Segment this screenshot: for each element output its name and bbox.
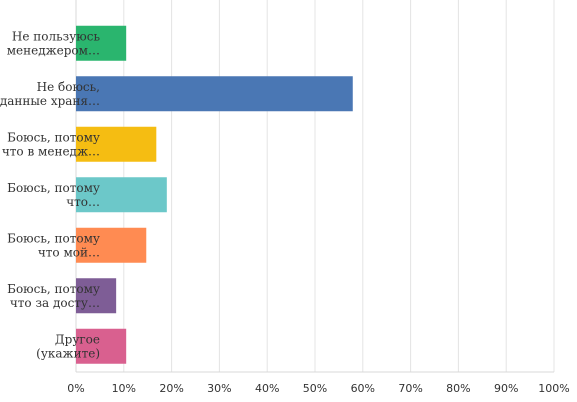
bar bbox=[76, 76, 353, 112]
x-tick-label: 80% bbox=[446, 382, 470, 395]
x-tick-label: 20% bbox=[159, 382, 183, 395]
category-label: Боюсь, потому что… bbox=[7, 181, 100, 209]
x-tick-label: 0% bbox=[67, 382, 84, 395]
bar bbox=[76, 177, 167, 213]
x-tick-label: 50% bbox=[303, 382, 327, 395]
category-label: Другое (укажите) bbox=[36, 332, 100, 360]
x-tick-label: 60% bbox=[351, 382, 375, 395]
category-label: Не пользуюсь менеджером… bbox=[7, 29, 101, 57]
bar bbox=[76, 25, 127, 61]
x-tick-label: 30% bbox=[207, 382, 231, 395]
bar bbox=[76, 227, 147, 263]
x-tick-label: 100% bbox=[538, 382, 569, 395]
x-tick-label: 10% bbox=[112, 382, 136, 395]
category-label: Не боюсь, данные храня… bbox=[0, 80, 100, 108]
category-label: Боюсь, потому что мой… bbox=[7, 231, 100, 259]
bar bbox=[76, 126, 157, 162]
bar bbox=[76, 278, 117, 314]
category-label: Боюсь, потому что за досту… bbox=[7, 282, 100, 310]
category-label: Боюсь, потому что в менедж… bbox=[2, 130, 100, 158]
x-tick-label: 90% bbox=[494, 382, 518, 395]
bar bbox=[76, 328, 127, 364]
x-tick-label: 70% bbox=[398, 382, 422, 395]
x-tick-label: 40% bbox=[255, 382, 279, 395]
